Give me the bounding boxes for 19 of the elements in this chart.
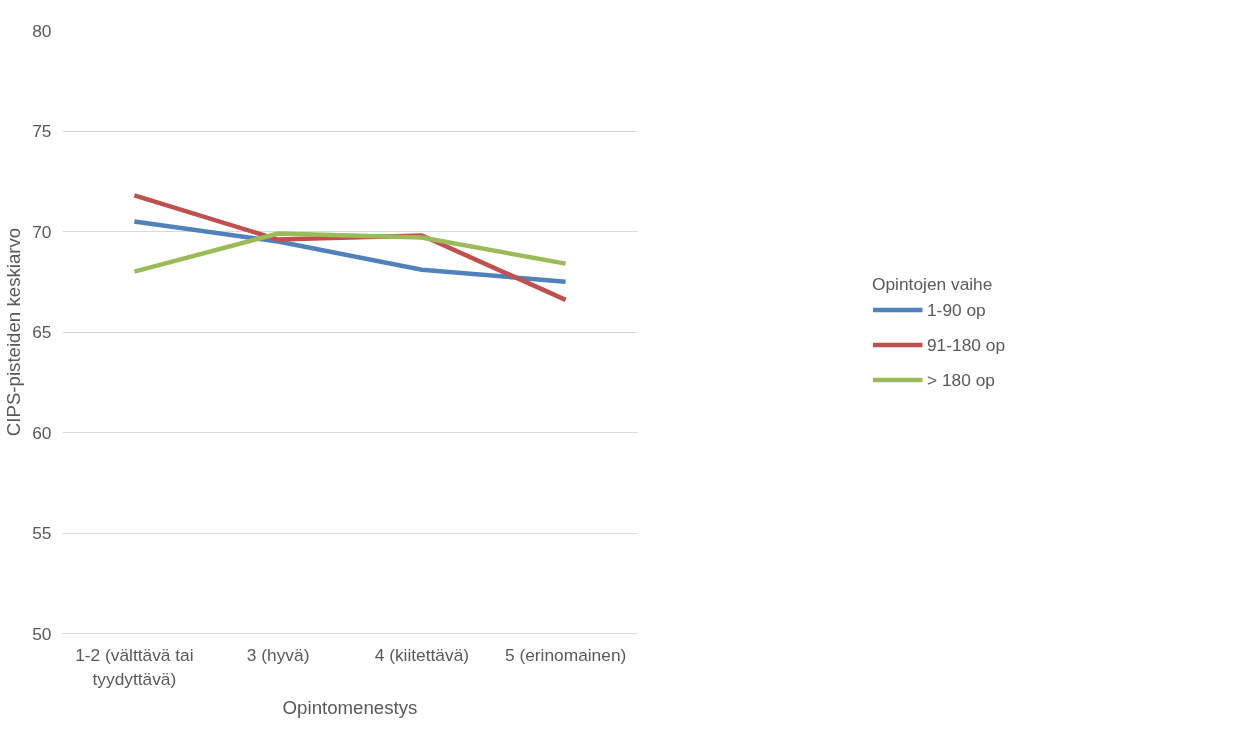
legend-label: 91-180 op bbox=[926, 334, 1006, 355]
x-tick-label: 1-2 (välttävä tai tyydyttävä) bbox=[75, 644, 194, 689]
line-series bbox=[132, 231, 568, 274]
line-series bbox=[132, 219, 568, 284]
y-tick-label: 70 bbox=[32, 221, 52, 242]
x-axis-title: Opintomenestys bbox=[282, 696, 418, 718]
y-axis-title: CIPS-pisteiden keskiarvo bbox=[3, 227, 25, 437]
y-tick-label: 55 bbox=[32, 523, 52, 543]
x-tick-label: 5 (erinomainen) bbox=[504, 644, 627, 665]
y-tick-label: 50 bbox=[32, 623, 52, 644]
legend-label: 1-90 op bbox=[926, 299, 986, 320]
y-tick-label: 65 bbox=[32, 322, 52, 342]
x-tick-label: 3 (hyvä) bbox=[246, 644, 310, 665]
y-tick-label: 75 bbox=[32, 121, 52, 141]
legend-label: > 180 op bbox=[926, 369, 995, 390]
x-tick-label: 4 (kiitettävä) bbox=[374, 644, 470, 665]
y-tick-label: 60 bbox=[32, 422, 52, 443]
legend-title: Opintojen vaihe bbox=[871, 273, 994, 294]
y-tick-label: 80 bbox=[32, 20, 52, 41]
